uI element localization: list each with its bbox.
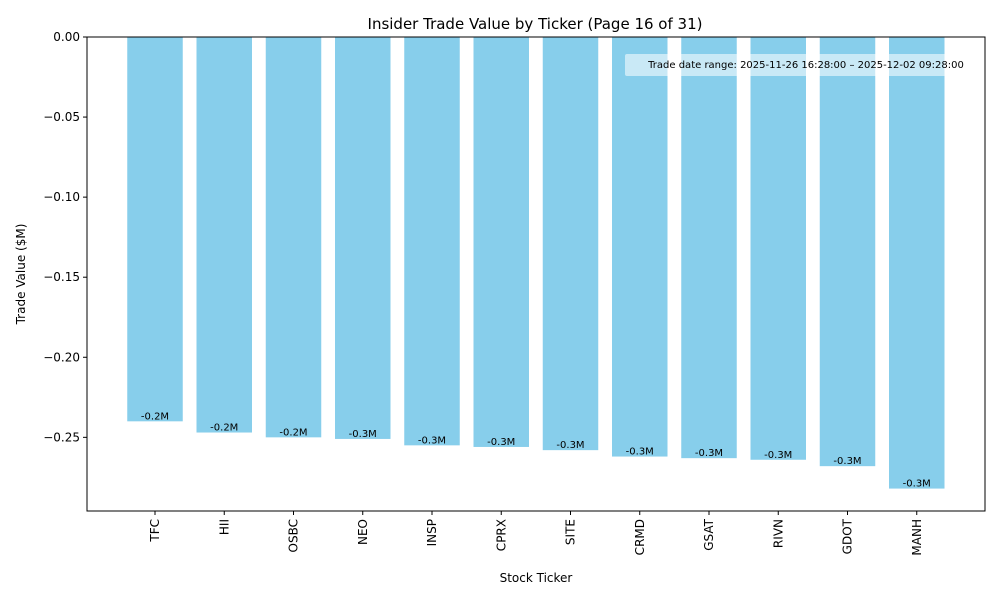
data-label-site: -0.3M — [556, 440, 584, 451]
data-label-neo: -0.3M — [349, 429, 377, 440]
data-label-tfc: -0.2M — [141, 411, 169, 422]
data-label-gdot: -0.3M — [833, 456, 861, 467]
y-tick-label: 0.00 — [53, 30, 80, 44]
y-tick-label: −0.20 — [43, 350, 80, 364]
chart-title: Insider Trade Value by Ticker (Page 16 o… — [368, 15, 703, 33]
data-labels-group: -0.2M -0.2M -0.2M -0.3M -0.3M -0.3M -0.3M -0.3M… — [141, 411, 931, 489]
data-label-rivn: -0.3M — [764, 450, 792, 461]
bar-manh — [889, 37, 945, 489]
x-tick-label: CPRX — [494, 519, 508, 551]
bar-crmd — [612, 37, 668, 457]
y-tick-label: −0.05 — [43, 110, 80, 124]
x-tick-label: GDOT — [841, 518, 855, 554]
data-label-insp: -0.3M — [418, 435, 446, 446]
data-label-hii: -0.2M — [210, 423, 238, 434]
y-tick-label: −0.15 — [43, 270, 80, 284]
x-axis-title: Stock Ticker — [500, 571, 573, 585]
x-tick-label: GSAT — [702, 518, 716, 550]
bar-hii — [196, 37, 252, 433]
x-tick-label: RIVN — [771, 519, 785, 548]
y-tick-label: −0.10 — [43, 190, 80, 204]
data-label-osbc: -0.2M — [279, 427, 307, 438]
bar-rivn — [750, 37, 806, 460]
x-tick-label: CRMD — [633, 519, 647, 555]
x-axis: TFC HII OSBC NEO INSP CPRX SITE CRMD GSAT RIVN GDO… — [148, 511, 924, 556]
x-tick-label: INSP — [425, 519, 439, 546]
bar-neo — [335, 37, 391, 439]
data-label-cprx: -0.3M — [487, 437, 515, 448]
x-tick-label: OSBC — [287, 519, 301, 552]
x-tick-label: NEO — [356, 519, 370, 545]
bar-osbc — [265, 37, 322, 438]
bar-insp — [404, 37, 460, 446]
bar-site — [542, 37, 599, 451]
data-label-manh: -0.3M — [903, 479, 931, 490]
plot-area-frame — [86, 36, 986, 512]
y-axis: 0.00 −0.05 −0.10 −0.15 −0.20 −0.25 — [43, 30, 87, 444]
bar-cprx — [473, 37, 529, 447]
data-label-gsat: -0.3M — [695, 448, 723, 459]
annotation-box: Trade date range: 2025-11-26 16:28:00 – … — [625, 54, 987, 76]
y-axis-title: Trade Value ($M) — [14, 224, 28, 326]
bar-gsat — [681, 37, 737, 459]
x-tick-label: TFC — [148, 519, 162, 543]
x-tick-label: HII — [217, 519, 231, 535]
data-label-crmd: -0.3M — [626, 447, 654, 458]
bars-group — [127, 37, 945, 489]
bar-gdot — [819, 37, 876, 467]
y-tick-label: −0.25 — [43, 430, 80, 444]
annotation-text: Trade date range: 2025-11-26 16:28:00 – … — [647, 60, 964, 71]
x-tick-label: MANH — [910, 519, 924, 556]
annotation-background — [625, 54, 987, 76]
bar-tfc — [127, 37, 183, 422]
x-tick-label: SITE — [564, 519, 578, 545]
